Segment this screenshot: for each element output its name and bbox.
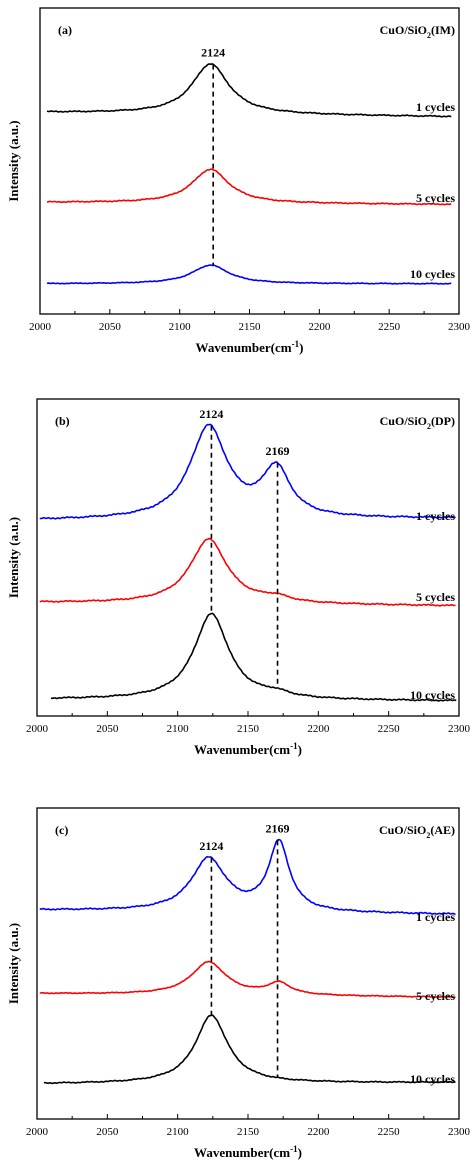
catalyst-label: CuO/SiO2(DP) [380,414,455,431]
x-tick-label: 2200 [308,321,331,333]
series-label: 1 cycles [416,100,455,114]
catalyst-label-sub: 2 [427,422,431,431]
series-line-0 [46,63,452,118]
panel-label: (c) [55,823,68,837]
series-label: 1 cycles [416,509,455,523]
series-line-1 [47,168,452,206]
y-axis-label: Intensity (a.u.) [6,517,21,598]
x-tick-label: 2000 [26,1126,49,1138]
x-axis-label-tail: ) [299,340,303,355]
peak-marker-label: 2124 [201,46,225,60]
catalyst-label-text: CuO/SiO [379,823,426,837]
series-label: 5 cycles [416,989,455,1003]
series-line-1 [39,960,456,999]
x-tick-label: 2100 [167,1126,190,1138]
y-axis-label: Intensity (a.u.) [6,923,21,1004]
plot-frame [36,807,460,1120]
x-tick-label: 2200 [307,723,330,735]
catalyst-label-text: CuO/SiO [380,23,427,37]
catalyst-label-tail: (AE) [430,823,455,837]
panel-label: (b) [55,414,70,428]
x-axis-label-sup: -1 [290,741,298,751]
x-tick-label: 2050 [96,1126,119,1138]
series-line-2 [46,264,452,285]
x-axis-label: Wavenumber(cm-1) [196,339,304,355]
peak-marker-label: 2124 [199,839,223,853]
peak-marker-label: 2169 [266,821,290,835]
catalyst-label-sub: 2 [426,831,430,840]
y-axis-label: Intensity (a.u.) [6,120,21,201]
plot-frame [39,7,460,315]
x-axis-label-text: Wavenumber(cm [194,1145,290,1160]
series-line-1 [39,537,456,607]
series-line-2 [43,1014,456,1085]
x-axis-label: Wavenumber(cm-1) [194,741,302,757]
catalyst-label-text: CuO/SiO [380,414,427,428]
catalyst-label-sub: 2 [427,31,431,40]
chart-panel-c: 2000 2050 2100 2150 2200 2250 2300 Wavenumber(c… [6,807,471,1160]
x-axis-label-tail: ) [298,742,302,757]
series-label: 10 cycles [410,1072,455,1086]
x-tick-label: 2100 [167,723,190,735]
x-tick-label: 2050 [96,723,119,735]
peak-marker-label: 2124 [199,407,223,421]
x-tick-label: 2150 [239,321,262,333]
series-label: 1 cycles [416,910,455,924]
x-tick-label: 2250 [378,723,401,735]
series-line-0 [39,838,456,916]
x-axis-label-sup: -1 [292,339,300,349]
x-axis-label-text: Wavenumber(cm [196,340,292,355]
series-label: 10 cycles [410,688,455,702]
x-tick-label: 2050 [99,321,122,333]
x-tick-label: 2200 [307,1126,330,1138]
catalyst-label: CuO/SiO2(AE) [379,823,455,840]
x-axis-label-sup: -1 [290,1144,298,1154]
x-axis-label-tail: ) [298,1145,302,1160]
plot-frame [36,398,460,717]
x-axis-label-text: Wavenumber(cm [194,742,290,757]
x-tick-label: 2250 [378,1126,401,1138]
x-tick-label: 2000 [29,321,52,333]
series-label: 5 cycles [416,191,455,205]
catalyst-label: CuO/SiO2(IM) [380,23,455,40]
chart-panel-b: 2000 2050 2100 2150 2200 2250 2300 Wavenumber(c… [6,398,471,757]
chart-panel-a: 2000 2050 2100 2150 2200 2250 2300 Wavenumber(c… [6,7,471,355]
catalyst-label-tail: (DP) [431,414,455,428]
series-label: 5 cycles [416,590,455,604]
x-tick-label: 2150 [237,723,260,735]
peak-marker-label: 2169 [266,444,290,458]
x-tick-label: 2250 [378,321,401,333]
series-line-0 [39,423,456,520]
panel-label: (a) [58,23,72,37]
x-tick-label: 2150 [237,1126,260,1138]
x-axis-label: Wavenumber(cm-1) [194,1144,302,1160]
x-tick-label: 2300 [448,321,471,333]
series-label: 10 cycles [410,267,455,281]
x-tick-label: 2300 [448,723,471,735]
series-line-2 [50,612,457,702]
x-tick-label: 2300 [448,1126,471,1138]
x-tick-label: 2100 [169,321,192,333]
catalyst-label-tail: (IM) [431,23,455,37]
x-tick-label: 2000 [26,723,49,735]
